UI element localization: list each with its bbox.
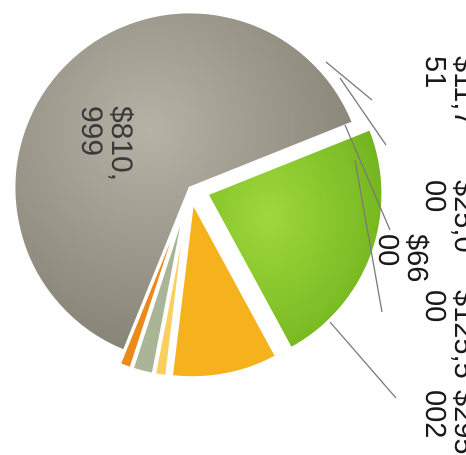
leaders-layer xyxy=(325,61,397,399)
pie-slice-1 xyxy=(204,126,385,351)
slice-label-3: $6600 xyxy=(372,234,433,282)
slice-label-4: $25,000 xyxy=(419,180,466,253)
leader-line-5 xyxy=(325,61,373,101)
slice-label-1: $295,002 xyxy=(419,390,466,455)
labels-layer: $810,999 $11,751 $25,000 $125,500 $295,002 $6… xyxy=(75,56,466,455)
leader-line-3 xyxy=(344,124,391,231)
pie-slice-2 xyxy=(169,196,279,380)
slice-label-2: $125,500 xyxy=(419,290,466,379)
pie-slice-0 xyxy=(12,10,356,354)
leader-line-2 xyxy=(354,159,383,313)
leader-line-1 xyxy=(329,321,397,399)
slices-layer xyxy=(12,10,385,380)
pie-slice-5 xyxy=(117,200,187,371)
slice-label-5: $11,751 xyxy=(419,56,466,126)
slice-label-0: $810,999 xyxy=(75,106,138,181)
leader-line-4 xyxy=(339,77,387,146)
